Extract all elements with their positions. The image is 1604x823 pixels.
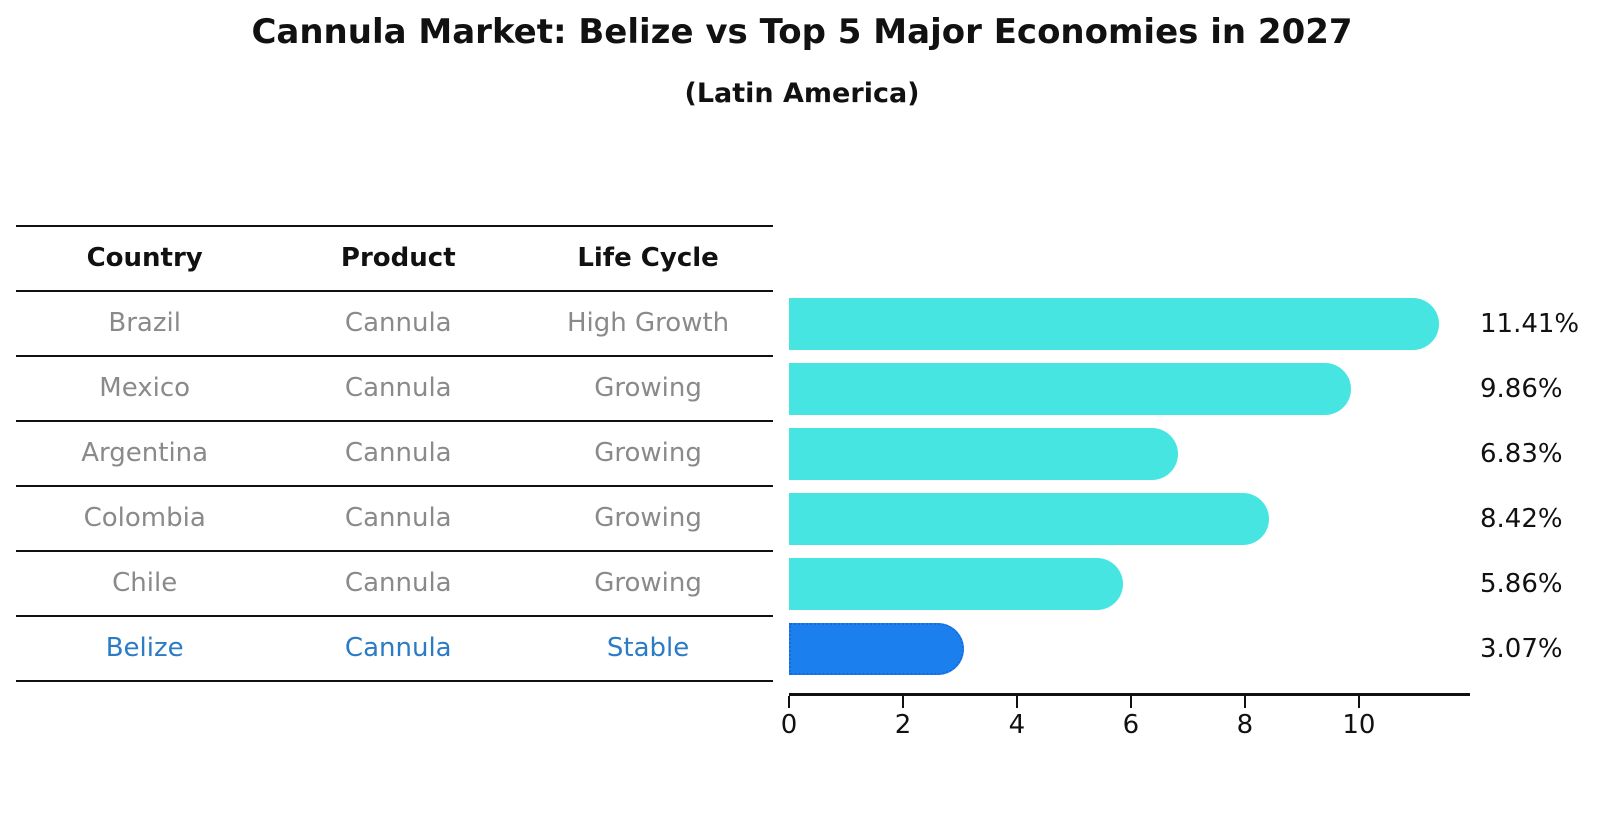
life-cycle-cell: High Growth <box>567 308 730 338</box>
x-axis-tick <box>1243 696 1246 708</box>
table-header-row: Country Product Life Cycle <box>16 225 773 290</box>
country-table: Country Product Life Cycle Brazil Cannul… <box>16 225 773 682</box>
x-axis-tick-label: 8 <box>1236 710 1254 740</box>
x-axis-tick <box>1015 696 1018 708</box>
life-cycle-cell: Growing <box>594 503 702 533</box>
country-cell: Belize <box>105 633 184 663</box>
country-cell: Mexico <box>99 373 191 403</box>
country-cell: Colombia <box>83 503 206 533</box>
value-label-argentina: 6.83% <box>1480 439 1563 469</box>
column-header-product: Product <box>340 243 456 273</box>
x-axis-tick-label: 4 <box>1008 710 1026 740</box>
table-row-brazil: Brazil Cannula High Growth <box>16 290 773 355</box>
x-axis-tick-label: 6 <box>1122 710 1140 740</box>
value-label-chile: 5.86% <box>1480 569 1563 599</box>
country-cell: Argentina <box>81 438 209 468</box>
x-axis-tick <box>1129 696 1132 708</box>
product-cell: Cannula <box>344 568 452 598</box>
bar-argentina <box>789 428 1179 480</box>
bar-chile <box>789 558 1123 610</box>
life-cycle-cell: Growing <box>594 438 702 468</box>
country-cell: Brazil <box>108 308 181 338</box>
chart-title: Cannula Market: Belize vs Top 5 Major Ec… <box>251 12 1353 52</box>
table-row-colombia: Colombia Cannula Growing <box>16 485 773 550</box>
x-axis-tick <box>788 696 790 708</box>
value-label-mexico: 9.86% <box>1480 374 1563 404</box>
x-axis-tick-label: 0 <box>780 710 798 740</box>
bar-belize <box>789 623 964 675</box>
x-axis-tick-label: 10 <box>1342 710 1376 740</box>
table-row-argentina: Argentina Cannula Growing <box>16 420 773 485</box>
product-cell: Cannula <box>344 633 452 663</box>
life-cycle-cell: Growing <box>594 373 702 403</box>
x-axis-tick <box>901 696 904 708</box>
life-cycle-cell: Growing <box>594 568 702 598</box>
bar-colombia <box>789 493 1269 545</box>
table-row-belize: Belize Cannula Stable <box>16 615 773 680</box>
product-cell: Cannula <box>344 503 452 533</box>
column-header-life-cycle: Life Cycle <box>577 243 719 273</box>
table-row-mexico: Mexico Cannula Growing <box>16 355 773 420</box>
bar-mexico <box>789 363 1351 415</box>
country-cell: Chile <box>112 568 178 598</box>
value-label-belize: 3.07% <box>1480 634 1563 664</box>
x-axis-tick-label: 2 <box>894 710 912 740</box>
bar-chart: 0 2 4 6 8 10 <box>781 298 1470 748</box>
x-axis-line <box>789 693 1470 696</box>
product-cell: Cannula <box>344 373 452 403</box>
bar-brazil <box>789 298 1440 350</box>
x-axis-tick <box>1357 696 1360 708</box>
value-label-brazil: 11.41% <box>1480 309 1580 339</box>
table-row-chile: Chile Cannula Growing <box>16 550 773 615</box>
product-cell: Cannula <box>344 308 452 338</box>
value-label-colombia: 8.42% <box>1480 504 1563 534</box>
chart-subtitle: (Latin America) <box>684 78 920 109</box>
life-cycle-cell: Stable <box>606 633 690 663</box>
column-header-country: Country <box>86 243 203 273</box>
product-cell: Cannula <box>344 438 452 468</box>
